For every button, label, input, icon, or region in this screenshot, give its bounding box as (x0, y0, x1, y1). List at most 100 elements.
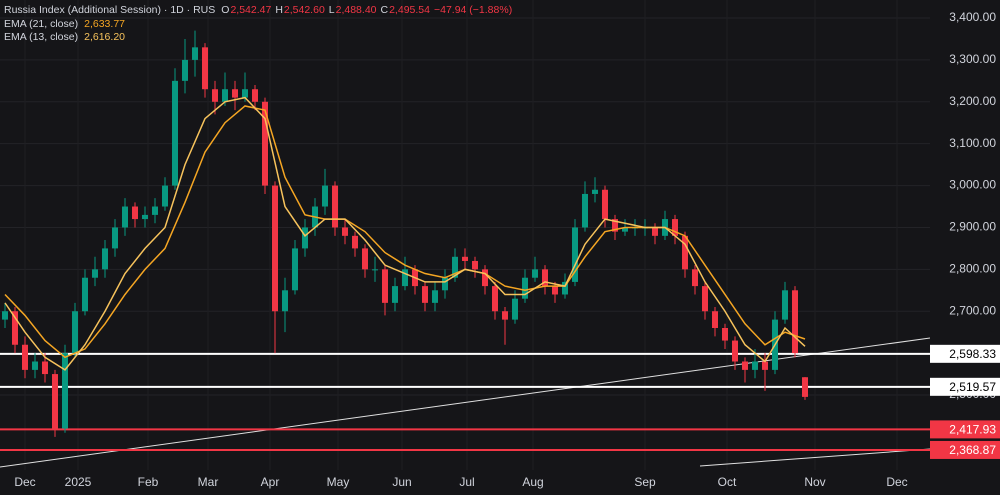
candle-body (152, 206, 158, 215)
candle-body (422, 286, 428, 303)
candle-body (2, 311, 8, 320)
candle-body (502, 311, 508, 320)
grid (0, 17, 930, 396)
candle-body (22, 344, 28, 370)
y-tick-label: 2,800.00 (949, 262, 996, 276)
candle-body (762, 361, 768, 370)
candle-body (752, 361, 758, 370)
candle-body (452, 256, 458, 278)
ema-line (4, 96, 806, 371)
candle-body (552, 286, 558, 295)
trend-line (699, 448, 931, 467)
x-tick-label: Jul (459, 475, 474, 489)
indicator-value: 2,616.20 (84, 31, 125, 43)
candle-body (162, 185, 168, 207)
candle-body (182, 59, 188, 81)
candle-body (92, 269, 98, 278)
candle-body (782, 290, 788, 320)
level-label-box (930, 377, 1000, 396)
ohlc-value: 2,542.60 (284, 4, 325, 16)
candle-body (132, 206, 138, 220)
candle-body (192, 47, 198, 60)
indicator-value: 2,633.77 (84, 18, 125, 30)
ohlc-key: L (329, 4, 335, 16)
level-label: 2,519.57 (949, 380, 996, 394)
x-tick-label: Dec (886, 475, 907, 489)
level-label: 2,368.87 (949, 443, 996, 457)
candle-body (732, 340, 738, 362)
price-axis (930, 0, 1000, 495)
y-tick-label: 3,200.00 (949, 94, 996, 108)
candle-body (492, 286, 498, 312)
level-label-box (930, 344, 1000, 363)
ohlc-key: C (381, 4, 389, 16)
candle-body (272, 185, 278, 312)
candle-body (462, 256, 468, 261)
candle-body (102, 248, 108, 270)
x-tick-label: Feb (138, 475, 159, 489)
candle-body (52, 374, 58, 429)
y-tick-label: 2,700.00 (949, 303, 996, 317)
x-tick-label: Nov (804, 475, 825, 489)
candle-body (472, 260, 478, 270)
y-tick-label: 3,300.00 (949, 52, 996, 66)
indicator-name: EMA (21, close) (4, 18, 78, 30)
candle-body (442, 277, 448, 291)
x-tick-label: Sep (634, 475, 656, 489)
candle-body (82, 277, 88, 312)
candle-body (212, 89, 218, 102)
candle-body (62, 353, 68, 429)
y-tick-label: 3,100.00 (949, 136, 996, 150)
candle-body (682, 235, 688, 270)
candle-body (352, 235, 358, 249)
candle-body (712, 311, 718, 328)
candle-body (722, 327, 728, 341)
y-tick-label: 2,900.00 (949, 220, 996, 234)
indicator-name: EMA (13, close) (4, 31, 78, 43)
axes: 2,500.002,600.002,700.002,800.002,900.00… (14, 10, 1000, 489)
candle-body (432, 290, 438, 303)
candle-body (362, 248, 368, 270)
candle-body (402, 269, 408, 287)
header: Russia Index (Additional Session) · 1D ·… (4, 4, 512, 43)
candle-body (262, 101, 268, 186)
candle-body (252, 89, 258, 102)
candle-body (382, 269, 388, 303)
header-title: Russia Index (Additional Session) · 1D ·… (4, 4, 215, 16)
candle-body (392, 286, 398, 303)
x-tick-label: Oct (718, 475, 737, 489)
level-label-box (930, 420, 1000, 439)
candle-body (582, 193, 588, 228)
candle-body (592, 189, 598, 194)
candle-body (242, 89, 248, 98)
candle-body (612, 219, 618, 232)
x-tick-label: Jun (392, 475, 411, 489)
x-tick-label: Mar (198, 475, 219, 489)
candle-body (122, 206, 128, 228)
candle-body (702, 286, 708, 312)
y-tick-label: 3,000.00 (949, 178, 996, 192)
candle-body (232, 89, 238, 98)
candle-body (542, 269, 548, 287)
candle-body (72, 311, 78, 354)
ema-line (4, 105, 806, 359)
candle-body (792, 290, 798, 354)
y-tick-label: 3,400.00 (949, 10, 996, 24)
x-tick-label: Aug (522, 475, 543, 489)
x-tick-label: Dec (14, 475, 35, 489)
ohlc-value: 2,542.47 (230, 4, 271, 16)
candle-body (12, 311, 18, 345)
candle-body (572, 227, 578, 282)
candle-body (652, 227, 658, 236)
candle-body (332, 185, 338, 228)
x-tick-label: Apr (261, 475, 280, 489)
level-label-box (930, 440, 1000, 459)
candle-body (342, 227, 348, 236)
candle-body (292, 248, 298, 291)
candle-body (372, 269, 378, 271)
candle-body (532, 269, 538, 278)
candle-body (302, 227, 308, 249)
levels (0, 352, 930, 451)
